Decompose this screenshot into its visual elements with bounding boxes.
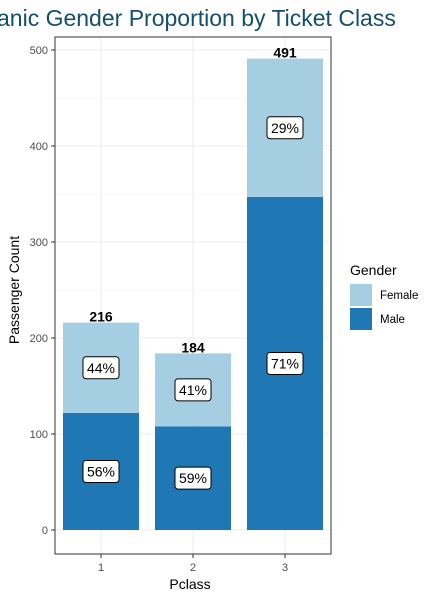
percent-label: 71% [271, 355, 299, 371]
y-tick-label: 500 [30, 45, 48, 57]
bar-labels: 56% 44% 216 59% 41% 184 71% 29% 491 [82, 45, 304, 490]
percent-label: 44% [87, 360, 115, 376]
percent-label: 41% [179, 382, 207, 398]
percent-label-box [266, 351, 304, 375]
legend-label-male: Male [380, 314, 405, 326]
legend: Gender Female Male [350, 262, 418, 330]
legend-label-female: Female [380, 290, 418, 302]
total-label: 184 [181, 339, 205, 355]
y-axis-title: Passenger Count [6, 236, 22, 344]
percent-label: 29% [271, 120, 299, 136]
y-tick-label: 200 [30, 333, 48, 345]
legend-title: Gender [350, 262, 397, 278]
total-label: 216 [89, 309, 113, 325]
legend-key-female [350, 284, 372, 306]
legend-key-male [350, 308, 372, 330]
x-axis-title: Pclass [169, 576, 210, 592]
percent-label-box [174, 466, 212, 490]
percent-label-box [82, 356, 120, 380]
x-tick-label: 2 [190, 562, 196, 574]
percent-label: 56% [87, 463, 115, 479]
y-tick-label: 0 [42, 525, 48, 537]
chart-title: anic Gender Proportion by Ticket Class [0, 5, 396, 31]
percent-label-box [266, 116, 304, 140]
y-tick-label: 400 [30, 141, 48, 153]
x-tick-label: 3 [282, 562, 288, 574]
x-tick-label: 1 [98, 562, 104, 574]
axes: 0 100 200 300 400 500 1 2 3 [30, 36, 332, 574]
percent-label: 59% [179, 470, 207, 486]
total-label: 491 [273, 45, 297, 61]
y-tick-label: 300 [30, 237, 48, 249]
percent-label-box [82, 459, 120, 483]
y-tick-label: 100 [30, 429, 48, 441]
percent-label-box [174, 378, 212, 402]
